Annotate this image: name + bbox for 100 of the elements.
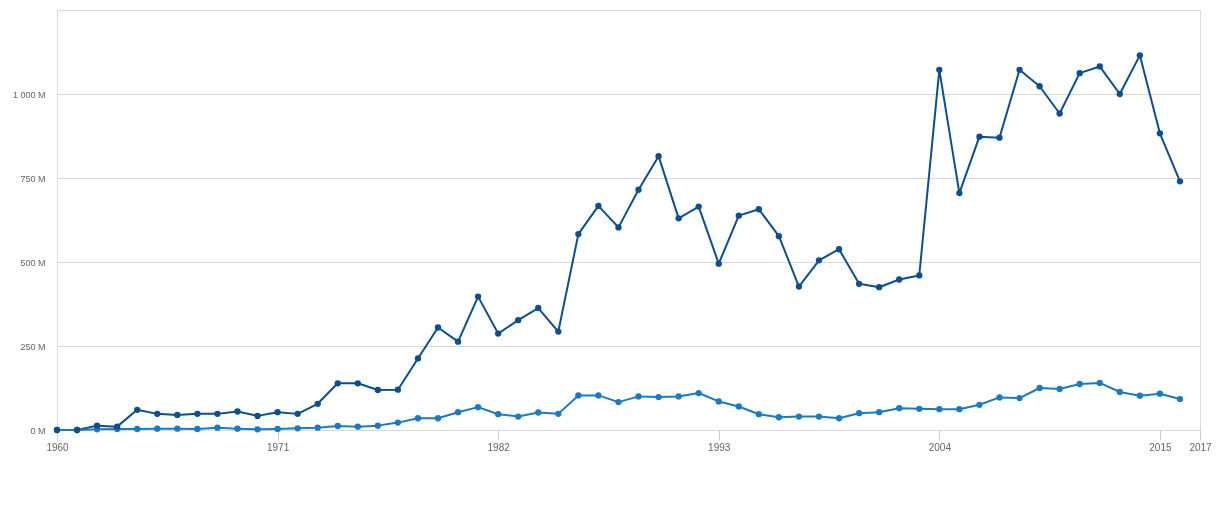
point xyxy=(254,426,261,433)
point xyxy=(775,232,783,240)
point xyxy=(174,411,181,419)
point xyxy=(635,186,642,193)
point xyxy=(294,410,301,418)
point xyxy=(655,393,662,401)
x-tick-label: 1971 xyxy=(266,441,290,453)
point xyxy=(916,272,923,279)
point xyxy=(414,355,422,362)
point xyxy=(575,392,582,399)
point xyxy=(996,134,1003,141)
point xyxy=(1156,130,1164,137)
point xyxy=(635,393,642,400)
point xyxy=(174,425,181,432)
point xyxy=(775,414,783,421)
x-tick-label: 1960 xyxy=(46,441,70,453)
point xyxy=(314,400,321,407)
point xyxy=(334,380,341,387)
point xyxy=(876,409,883,416)
point xyxy=(154,410,161,418)
point xyxy=(735,212,742,219)
point xyxy=(374,386,381,394)
point xyxy=(1076,380,1083,388)
point xyxy=(394,419,402,426)
x-tick-label: 1982 xyxy=(487,441,511,453)
point xyxy=(1176,395,1184,403)
point xyxy=(1156,390,1164,397)
point xyxy=(855,280,863,287)
point xyxy=(154,425,161,432)
point xyxy=(1096,379,1103,387)
x-tick-label: 2015 xyxy=(1149,441,1172,453)
point xyxy=(615,398,622,406)
point xyxy=(254,412,261,420)
point xyxy=(956,189,963,197)
point xyxy=(434,415,442,422)
point xyxy=(1016,394,1023,402)
point xyxy=(835,415,843,422)
point xyxy=(93,422,101,429)
point xyxy=(535,304,542,312)
point xyxy=(134,406,141,413)
point xyxy=(1116,388,1123,396)
point xyxy=(675,393,682,400)
point xyxy=(214,410,221,418)
point xyxy=(555,328,562,335)
point xyxy=(936,406,943,413)
point xyxy=(495,411,502,418)
point xyxy=(1136,52,1143,59)
point xyxy=(194,425,201,433)
point xyxy=(1016,66,1023,73)
x-tick-label: 2017 xyxy=(1189,441,1213,453)
point xyxy=(855,410,863,417)
point xyxy=(896,405,903,412)
point xyxy=(274,425,281,433)
point xyxy=(454,409,462,416)
y-tick-label: 1 000 M xyxy=(12,89,46,100)
point xyxy=(535,409,542,416)
point xyxy=(615,224,622,231)
point xyxy=(675,215,682,222)
point xyxy=(996,394,1003,401)
point xyxy=(314,424,321,431)
point xyxy=(976,401,983,408)
point xyxy=(655,153,662,160)
point xyxy=(755,206,762,213)
point xyxy=(294,425,301,432)
point xyxy=(495,330,502,337)
y-tick-label: 750 M xyxy=(20,173,46,184)
point xyxy=(555,410,562,418)
point xyxy=(1076,70,1083,77)
point xyxy=(976,133,983,140)
point xyxy=(414,415,422,422)
point xyxy=(876,284,883,291)
point xyxy=(695,203,702,210)
point xyxy=(234,425,241,432)
point xyxy=(474,293,482,300)
point xyxy=(1036,83,1043,90)
point xyxy=(575,230,582,238)
point xyxy=(274,409,281,416)
point xyxy=(1036,384,1043,392)
point xyxy=(595,202,602,210)
point xyxy=(214,424,221,431)
point xyxy=(354,423,361,430)
point xyxy=(374,422,381,429)
y-tick-label: 250 M xyxy=(20,341,46,352)
point xyxy=(916,405,923,412)
point xyxy=(735,403,742,410)
point xyxy=(795,283,803,290)
point xyxy=(194,410,201,418)
point xyxy=(815,257,823,264)
point xyxy=(515,316,522,324)
point xyxy=(1056,385,1063,393)
point xyxy=(1116,90,1123,98)
point xyxy=(434,324,442,331)
point xyxy=(956,406,963,413)
y-tick-label: 500 M xyxy=(20,257,46,268)
x-tick-label: 2004 xyxy=(928,441,952,453)
point xyxy=(515,413,522,420)
point xyxy=(334,422,341,430)
point xyxy=(1056,110,1063,117)
point xyxy=(394,386,402,393)
point xyxy=(1136,392,1143,399)
